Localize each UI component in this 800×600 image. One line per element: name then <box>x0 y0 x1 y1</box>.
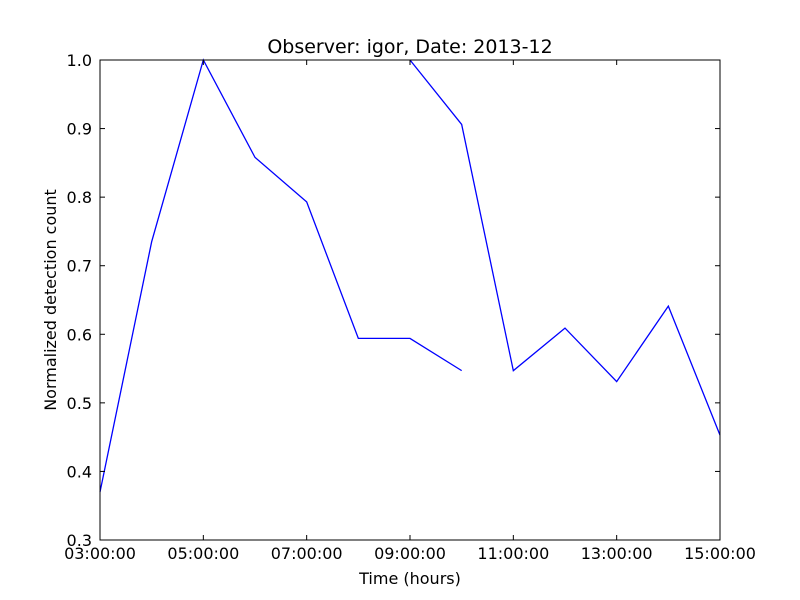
x-tick-label: 07:00:00 <box>271 544 343 563</box>
x-axis-label: Time (hours) <box>358 569 461 588</box>
series-line-segment <box>99 58 463 493</box>
x-tick-label: 05:00:00 <box>167 544 239 563</box>
series-line-segment <box>409 59 721 436</box>
ticks-layer: 03:00:00 05:00:00 07:00:00 09:00:00 11:00:00… <box>64 51 756 563</box>
x-tick-label: 03:00:00 <box>64 544 136 563</box>
y-tick-label: 0.9 <box>67 120 92 139</box>
chart-title: Observer: igor, Date: 2013-12 <box>267 36 552 58</box>
y-axis-label: Normalized detection count <box>41 189 60 411</box>
y-tick-label: 0.5 <box>67 394 92 413</box>
x-tick-label: 11:00:00 <box>477 544 549 563</box>
x-tick-label: 09:00:00 <box>374 544 446 563</box>
y-tick-label: 1.0 <box>67 51 92 70</box>
y-tick-label: 0.3 <box>67 531 92 550</box>
y-tick-label: 0.8 <box>67 188 92 207</box>
y-tick-label: 0.4 <box>67 462 92 481</box>
x-tick-label: 13:00:00 <box>581 544 653 563</box>
y-tick-label: 0.7 <box>67 257 92 276</box>
plot-frame <box>99 59 721 541</box>
x-tick-label: 15:00:00 <box>684 544 756 563</box>
y-tick-label: 0.6 <box>67 325 92 344</box>
plot-area <box>100 60 720 540</box>
series-layer <box>99 58 721 493</box>
